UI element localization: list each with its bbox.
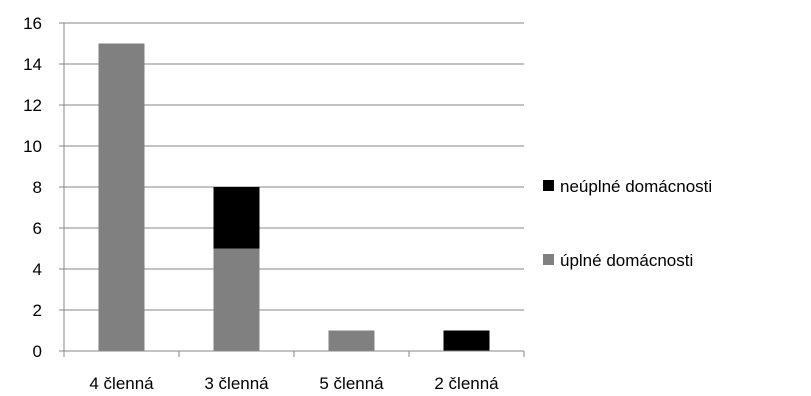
- bar: [443, 330, 490, 351]
- legend-swatch: [543, 180, 554, 191]
- y-tick-label: 10: [23, 137, 42, 156]
- y-tick-label: 16: [23, 14, 42, 33]
- y-tick-label: 14: [23, 55, 42, 74]
- x-tick-label: 5 členná: [319, 374, 384, 393]
- y-tick-label: 12: [23, 96, 42, 115]
- legend-label: úplné domácnosti: [560, 251, 693, 270]
- legend-swatch: [543, 254, 554, 265]
- bar: [213, 187, 260, 249]
- bar: [213, 248, 260, 351]
- axes: [59, 22, 525, 357]
- legend: neúplné domácnosti úplné domácnosti: [543, 177, 712, 270]
- y-tick-label: 4: [33, 260, 42, 279]
- bar: [98, 43, 145, 351]
- legend-label: neúplné domácnosti: [560, 177, 712, 196]
- x-tick-label: 3 členná: [204, 374, 269, 393]
- y-tick-label: 2: [33, 301, 42, 320]
- y-tick-label: 0: [33, 342, 42, 361]
- y-tick-labels: 0 2 4 6 8 10 12 14 16: [23, 14, 42, 361]
- bar: [328, 330, 375, 351]
- y-tick-label: 6: [33, 219, 42, 238]
- bars: [98, 43, 490, 351]
- x-tick-labels: 4 členná 3 členná 5 členná 2 členná: [89, 374, 499, 393]
- x-tick-label: 2 členná: [434, 374, 499, 393]
- x-tick-label: 4 členná: [89, 374, 154, 393]
- y-tick-label: 8: [33, 178, 42, 197]
